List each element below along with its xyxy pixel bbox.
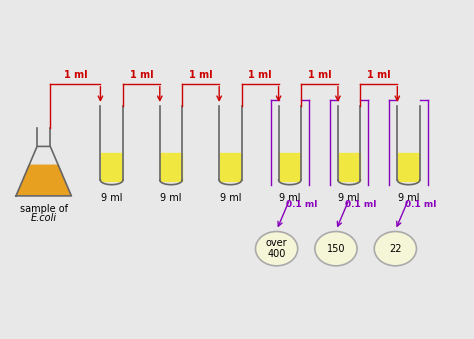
- Text: E.coli: E.coli: [31, 213, 57, 223]
- Text: 1 ml: 1 ml: [189, 71, 212, 80]
- Text: 9 ml: 9 ml: [219, 193, 241, 203]
- Ellipse shape: [374, 232, 417, 266]
- Ellipse shape: [315, 232, 357, 266]
- Text: 150: 150: [327, 244, 345, 254]
- Polygon shape: [161, 153, 182, 181]
- Text: 1 ml: 1 ml: [248, 71, 272, 80]
- Text: 9 ml: 9 ml: [279, 193, 301, 203]
- Text: 0.1 ml: 0.1 ml: [286, 200, 317, 210]
- Text: sample of: sample of: [20, 204, 68, 214]
- Polygon shape: [338, 153, 360, 181]
- Polygon shape: [101, 153, 122, 181]
- Text: 1 ml: 1 ml: [129, 71, 153, 80]
- Text: 9 ml: 9 ml: [338, 193, 360, 203]
- Text: 1 ml: 1 ml: [64, 71, 87, 80]
- Ellipse shape: [255, 232, 298, 266]
- Text: 22: 22: [389, 244, 401, 254]
- Text: over
400: over 400: [266, 238, 287, 259]
- Text: 1 ml: 1 ml: [308, 71, 331, 80]
- Polygon shape: [279, 153, 301, 181]
- Polygon shape: [398, 153, 419, 181]
- Text: 9 ml: 9 ml: [101, 193, 122, 203]
- Polygon shape: [17, 165, 70, 195]
- Text: 1 ml: 1 ml: [367, 71, 391, 80]
- Text: 9 ml: 9 ml: [160, 193, 182, 203]
- Text: 0.1 ml: 0.1 ml: [345, 200, 376, 210]
- Text: 0.1 ml: 0.1 ml: [405, 200, 436, 210]
- Polygon shape: [220, 153, 241, 181]
- Text: 9 ml: 9 ml: [398, 193, 419, 203]
